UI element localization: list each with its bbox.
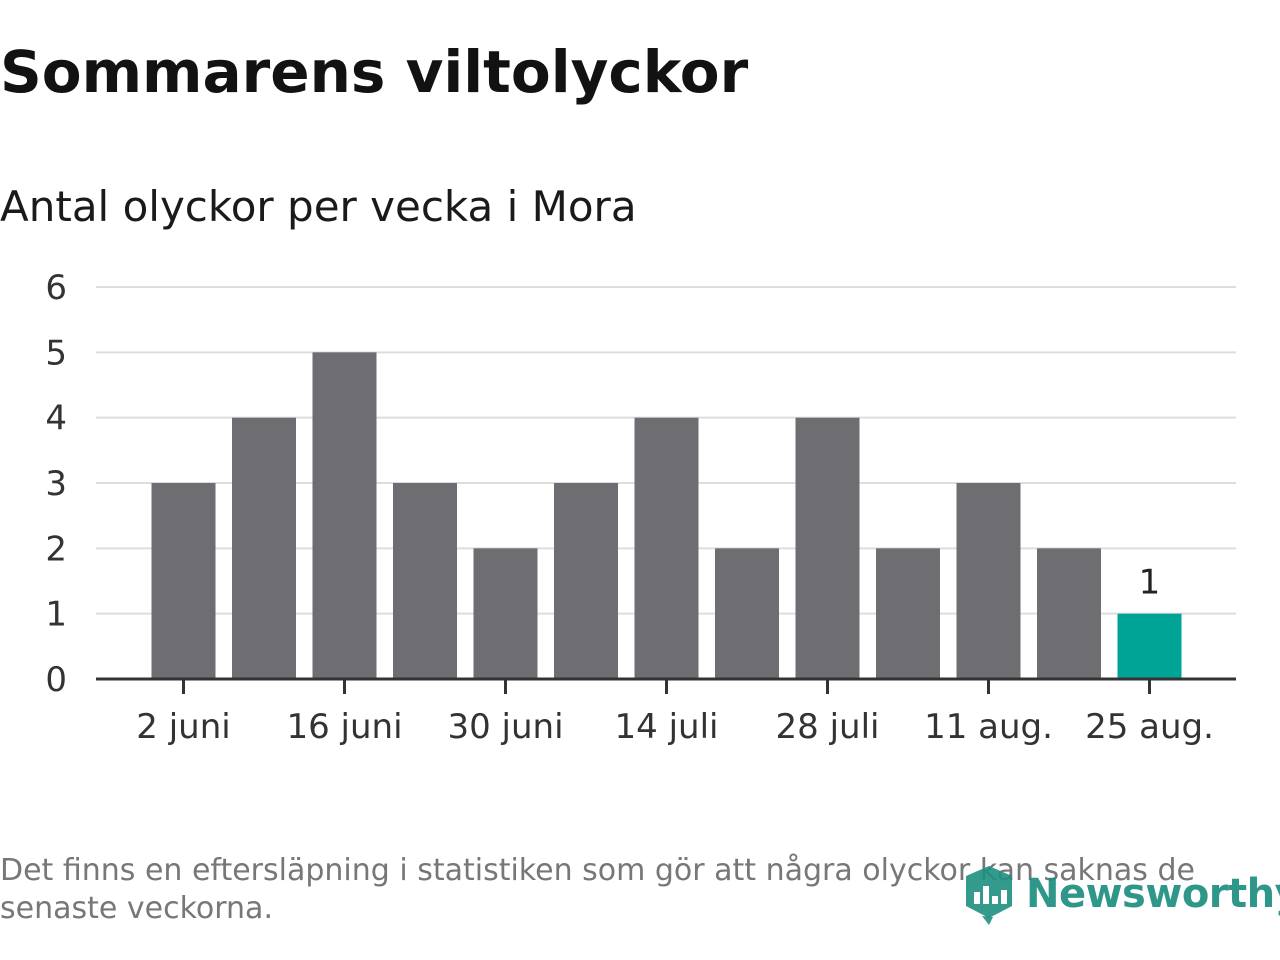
y-tick-label: 3 <box>45 464 67 504</box>
bar <box>151 483 216 679</box>
bar <box>956 483 1021 679</box>
y-tick-label: 6 <box>45 268 67 308</box>
bar <box>795 417 860 679</box>
data-label: 1 <box>1139 563 1161 603</box>
bar <box>1037 548 1101 679</box>
x-tick-label: 25 aug. <box>1085 707 1214 747</box>
bar-chart: 0 1 2 3 4 5 6 2 juni 16 juni 30 juni 14 juli 28 ju… <box>45 268 1236 747</box>
data-labels: 1 <box>1139 563 1161 603</box>
x-tick-label: 30 juni <box>447 707 563 747</box>
bar-highlighted <box>1117 613 1182 679</box>
bar <box>554 483 618 679</box>
bar <box>232 417 296 679</box>
x-axis-ticks: 2 juni 16 juni 30 juni 14 juli 28 juli 11 aug… <box>136 679 1214 747</box>
newsworthy-logo-icon <box>966 866 1012 925</box>
x-tick-label: 14 juli <box>615 707 719 747</box>
x-tick-label: 11 aug. <box>924 707 1053 747</box>
chart-title: Sommarens viltolyckor <box>0 38 749 106</box>
x-tick-label: 28 juli <box>776 707 880 747</box>
chart-subtitle: Antal olyckor per vecka i Mora <box>0 182 637 231</box>
bar <box>715 548 779 679</box>
bar <box>634 417 699 679</box>
y-tick-label: 5 <box>45 333 67 373</box>
bar <box>393 483 457 679</box>
bar <box>876 548 940 679</box>
brand-name: Newsworthy <box>1026 871 1280 917</box>
x-tick-label: 2 juni <box>136 707 230 747</box>
bar <box>473 548 538 679</box>
y-tick-label: 0 <box>45 660 67 700</box>
brand-logo: Newsworthy <box>962 862 1280 926</box>
y-tick-label: 1 <box>45 595 67 635</box>
y-tick-label: 4 <box>45 399 67 439</box>
y-axis-ticks: 0 1 2 3 4 5 6 <box>45 268 67 700</box>
x-tick-label: 16 juni <box>286 707 402 747</box>
bar <box>312 352 377 679</box>
bars <box>151 352 1182 679</box>
y-tick-label: 2 <box>45 529 67 569</box>
